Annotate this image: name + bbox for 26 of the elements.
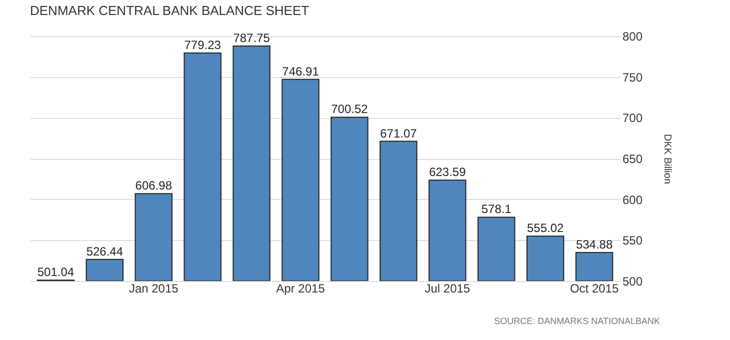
x-tick-label: Oct 2015 (570, 282, 619, 296)
data-label: 671.07 (380, 126, 418, 140)
x-tick-label: Jan 2015 (128, 282, 179, 296)
data-label: 623.59 (429, 165, 466, 180)
data-label: 534.88 (576, 238, 613, 252)
data-label: 526.44 (86, 244, 124, 258)
data-label: 779.23 (184, 38, 222, 52)
data-label: 578.1 (481, 202, 512, 216)
y-tick-label: 650 (622, 152, 643, 166)
data-label: 700.52 (331, 102, 368, 116)
source-note: SOURCE: DANMARKS NATIONALBANK (494, 316, 660, 326)
y-tick-label: 700 (622, 111, 643, 126)
data-label: 606.98 (135, 178, 172, 193)
chart-title: DENMARK CENTRAL BANK BALANCE SHEET (30, 3, 310, 18)
data-label: 555.02 (526, 221, 564, 236)
y-tick-label: 550 (622, 234, 643, 248)
y-tick-label: 500 (622, 274, 643, 288)
y-tick-label: 600 (622, 192, 643, 207)
y-tick-label: 800 (622, 30, 643, 44)
y-tick-label: 750 (622, 70, 643, 84)
data-label: 501.04 (37, 265, 74, 280)
y-axis-title: DKK Billion (662, 134, 673, 184)
data-label: 746.91 (282, 64, 320, 78)
data-label: 787.75 (233, 31, 270, 46)
x-tick-label: Apr 2015 (276, 282, 326, 296)
x-tick-label: Jul 2015 (424, 282, 470, 296)
